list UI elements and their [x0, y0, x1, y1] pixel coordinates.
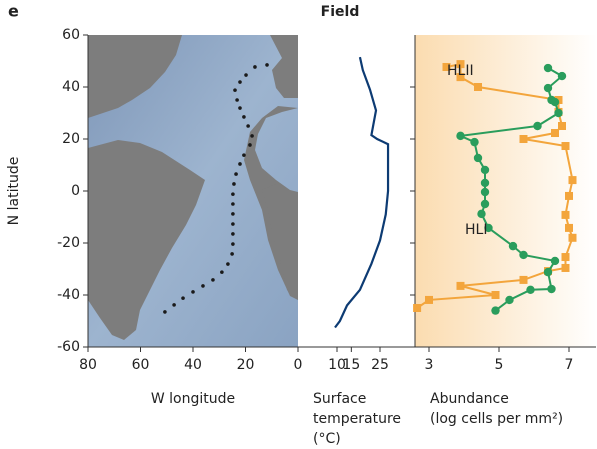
marker	[520, 135, 528, 143]
y-tick-label: 20	[62, 131, 80, 147]
marker	[477, 210, 485, 218]
track-station	[232, 182, 236, 186]
x-tick-label: 15	[342, 357, 360, 373]
x-axis-label: (log cells per mm²)	[430, 411, 563, 427]
series-label: HLII	[447, 63, 474, 79]
marker	[425, 296, 433, 304]
y-tick-label: -40	[57, 287, 80, 303]
track-station	[231, 192, 235, 196]
marker	[551, 129, 559, 137]
marker	[562, 211, 570, 219]
marker	[551, 98, 559, 106]
marker	[492, 291, 500, 299]
y-axis-label: N latitude	[6, 157, 22, 226]
track-station	[246, 124, 250, 128]
track-station	[248, 143, 252, 147]
marker	[509, 242, 517, 250]
track-station	[265, 63, 269, 67]
marker	[481, 200, 489, 208]
x-axis-label: Surface	[313, 391, 366, 407]
marker	[544, 268, 552, 276]
track-station	[230, 252, 234, 256]
track-station	[231, 202, 235, 206]
track-station	[163, 310, 167, 314]
marker	[481, 179, 489, 187]
figure: e Field 60 40 20 0 -20 -40 -60 N latitude 80 60 40…	[0, 0, 597, 449]
marker	[491, 306, 499, 314]
chart-title: Field	[321, 4, 360, 20]
marker	[562, 253, 570, 261]
marker	[456, 132, 464, 140]
temperature-line	[335, 57, 388, 327]
x-tick-label: 40	[184, 357, 202, 373]
x-tick-label: 60	[132, 357, 150, 373]
track-station	[231, 242, 235, 246]
x-tick-label: 5	[495, 357, 504, 373]
track-station	[238, 80, 242, 84]
track-station	[172, 303, 176, 307]
marker	[520, 276, 528, 284]
x-tick-label: 0	[294, 357, 303, 373]
track-station	[244, 73, 248, 77]
x-axis-label: Abundance	[430, 391, 509, 407]
track-station	[231, 222, 235, 226]
y-tick-label: 60	[62, 27, 80, 43]
marker	[470, 138, 478, 146]
track-station	[234, 172, 238, 176]
track-station	[242, 153, 246, 157]
x-tick-label: 80	[79, 357, 97, 373]
track-station	[191, 290, 195, 294]
track-station	[253, 65, 257, 69]
y-tick-label: 0	[71, 183, 80, 199]
marker	[558, 72, 566, 80]
marker	[533, 122, 541, 130]
marker	[565, 192, 573, 200]
x-tick-label: 25	[371, 357, 389, 373]
marker	[554, 109, 562, 117]
marker	[569, 234, 577, 242]
y-tick-label: -20	[57, 235, 80, 251]
track-station	[220, 270, 224, 274]
marker	[481, 166, 489, 174]
track-station	[211, 278, 215, 282]
track-station	[181, 296, 185, 300]
marker	[505, 296, 513, 304]
x-axis-label: temperature	[313, 411, 401, 427]
y-tick-label: -60	[57, 339, 80, 355]
panel-label: e	[8, 2, 19, 21]
marker	[547, 285, 555, 293]
track-station	[231, 232, 235, 236]
track-station	[242, 115, 246, 119]
marker	[474, 154, 482, 162]
marker	[544, 84, 552, 92]
marker	[474, 83, 482, 91]
marker	[519, 251, 527, 259]
track-station	[235, 98, 239, 102]
x-tick-label: 3	[425, 357, 434, 373]
marker	[562, 142, 570, 150]
track-station	[201, 284, 205, 288]
track-station	[238, 162, 242, 166]
marker	[565, 224, 573, 232]
x-axis-label: (°C)	[313, 431, 341, 447]
marker	[481, 188, 489, 196]
track-station	[226, 262, 230, 266]
marker	[413, 304, 421, 312]
track-station	[250, 134, 254, 138]
track-station	[238, 106, 242, 110]
marker	[562, 264, 570, 272]
marker	[544, 64, 552, 72]
track-station	[231, 212, 235, 216]
marker	[526, 286, 534, 294]
track-station	[233, 88, 237, 92]
marker	[569, 176, 577, 184]
marker	[551, 257, 559, 265]
series-label: HLI	[465, 222, 487, 238]
y-tick-label: 40	[62, 79, 80, 95]
marker	[457, 282, 465, 290]
marker	[558, 122, 566, 130]
x-tick-label: 20	[237, 357, 255, 373]
x-axis-label: W longitude	[151, 391, 235, 407]
x-tick-label: 7	[565, 357, 574, 373]
